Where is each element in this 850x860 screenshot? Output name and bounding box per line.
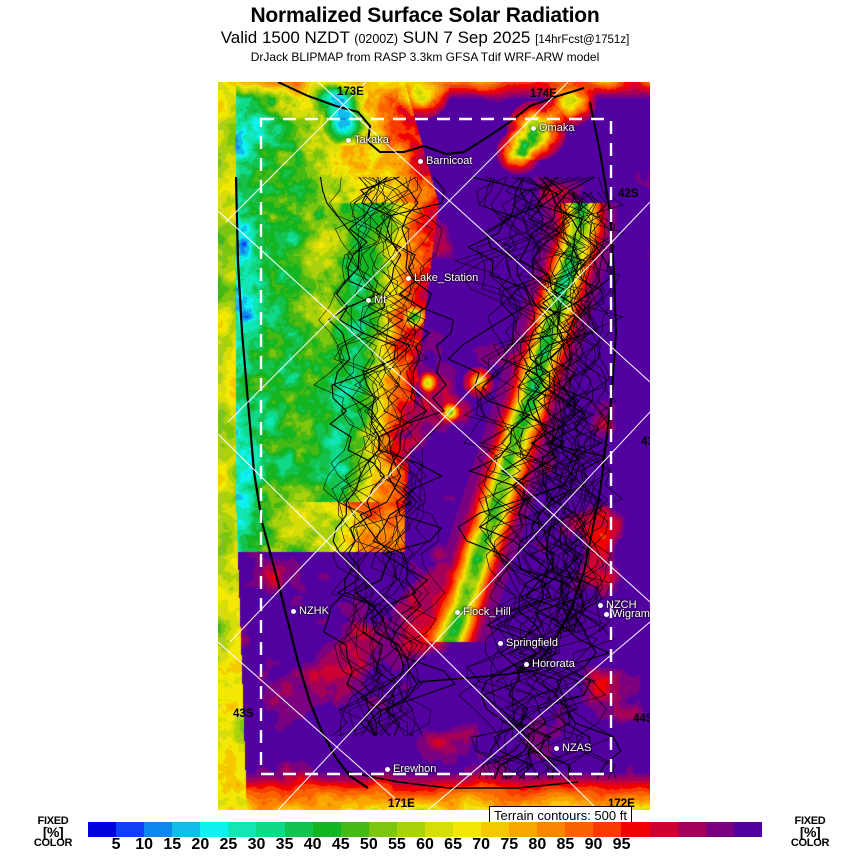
valid-time-prefix: Valid 1500 NZDT bbox=[220, 28, 350, 47]
solar-radiation-map[interactable]: Takaka Barnicoat Omaka Lake_Station Mt NZHK Fl… bbox=[218, 82, 650, 810]
radiation-raster bbox=[218, 82, 650, 810]
valid-date: SUN 7 Sep 2025 bbox=[402, 28, 531, 47]
colorbar-tick-label: 25 bbox=[219, 836, 238, 853]
colorbar-tick-label: 60 bbox=[416, 836, 434, 853]
colorbar-swatch bbox=[733, 822, 762, 837]
forecast-tag: [14hrFcst@1751z] bbox=[535, 34, 630, 46]
model-source-line: DrJack BLIPMAP from RASP 3.3km GFSA Tdif… bbox=[250, 50, 600, 64]
colorbar-swatch bbox=[677, 822, 706, 837]
colorbar-tick-label: 35 bbox=[275, 836, 294, 853]
scale-color-label-left: COLOR bbox=[33, 837, 73, 849]
colorbar-tick-label: 55 bbox=[388, 836, 406, 853]
colorbar-swatch bbox=[88, 822, 117, 837]
colorbar-swatch bbox=[116, 822, 145, 837]
colorbar-swatch bbox=[368, 822, 397, 837]
valid-time-line: Valid 1500 NZDT (0200Z) SUN 7 Sep 2025 [… bbox=[0, 28, 850, 50]
colorbar-tick-label: 75 bbox=[500, 836, 519, 853]
page-title: Normalized Surface Solar Radiation bbox=[250, 4, 600, 27]
colorbar-tick-label: 5 bbox=[111, 836, 121, 853]
colorbar[interactable] bbox=[88, 822, 762, 837]
colorbar-swatch bbox=[284, 822, 313, 837]
colorbar-tick-label: 10 bbox=[135, 836, 154, 853]
colorbar-swatch bbox=[481, 822, 510, 837]
colorbar-tick-label: 20 bbox=[191, 836, 210, 853]
colorbar-tick-label: 45 bbox=[331, 836, 350, 853]
colorbar-tick-label: 40 bbox=[303, 836, 322, 853]
scale-units-label-right: [%] bbox=[799, 824, 821, 840]
colorbar-swatch bbox=[340, 822, 369, 837]
colorbar-swatch bbox=[565, 822, 594, 837]
colorbar-swatch bbox=[200, 822, 229, 837]
colorbar-swatch bbox=[144, 822, 173, 837]
colorbar-swatch bbox=[424, 822, 454, 837]
colorbar-swatch bbox=[396, 822, 425, 837]
scale-fixed-label-left: FIXED bbox=[37, 815, 69, 827]
colorbar-tick-label: 30 bbox=[247, 836, 266, 853]
chart-header: Normalized Surface Solar Radiation Valid… bbox=[0, 0, 850, 65]
colorbar-swatch bbox=[509, 822, 538, 837]
colorbar-tick-label: 50 bbox=[359, 836, 378, 853]
colorbar-scale-label-right: FIXED [%] COLOR bbox=[779, 816, 841, 849]
colorbar-tick-label: 70 bbox=[472, 836, 491, 853]
scale-units-label-left: [%] bbox=[42, 824, 64, 840]
valid-time-zulu: (0200Z) bbox=[354, 32, 399, 46]
colorbar-ticks: 5 10 15 20 25 30 35 40 45 50 55 60 65 70 75 80 85 90 95 bbox=[88, 836, 762, 858]
scale-color-label-right: COLOR bbox=[790, 837, 830, 849]
colorbar-swatch bbox=[453, 822, 482, 837]
colorbar-swatch bbox=[228, 822, 257, 837]
colorbar-swatch bbox=[593, 822, 622, 837]
colorbar-swatch bbox=[621, 822, 650, 837]
colorbar-swatch bbox=[172, 822, 201, 837]
colorbar-scale-label-left: FIXED [%] COLOR bbox=[22, 816, 84, 849]
colorbar-tick-label: 90 bbox=[584, 836, 603, 853]
colorbar-tick-label: 95 bbox=[612, 836, 631, 853]
colorbar-swatch bbox=[256, 822, 285, 837]
colorbar-swatch bbox=[705, 822, 734, 837]
colorbar-tick-label: 15 bbox=[163, 836, 182, 853]
colorbar-swatch bbox=[537, 822, 566, 837]
colorbar-tick-label: 80 bbox=[528, 836, 547, 853]
colorbar-swatch bbox=[649, 822, 678, 837]
colorbar-swatch bbox=[312, 822, 341, 837]
scale-fixed-label-right: FIXED bbox=[794, 815, 826, 827]
colorbar-tick-label: 65 bbox=[444, 836, 462, 853]
colorbar-tick-label: 85 bbox=[556, 836, 575, 853]
